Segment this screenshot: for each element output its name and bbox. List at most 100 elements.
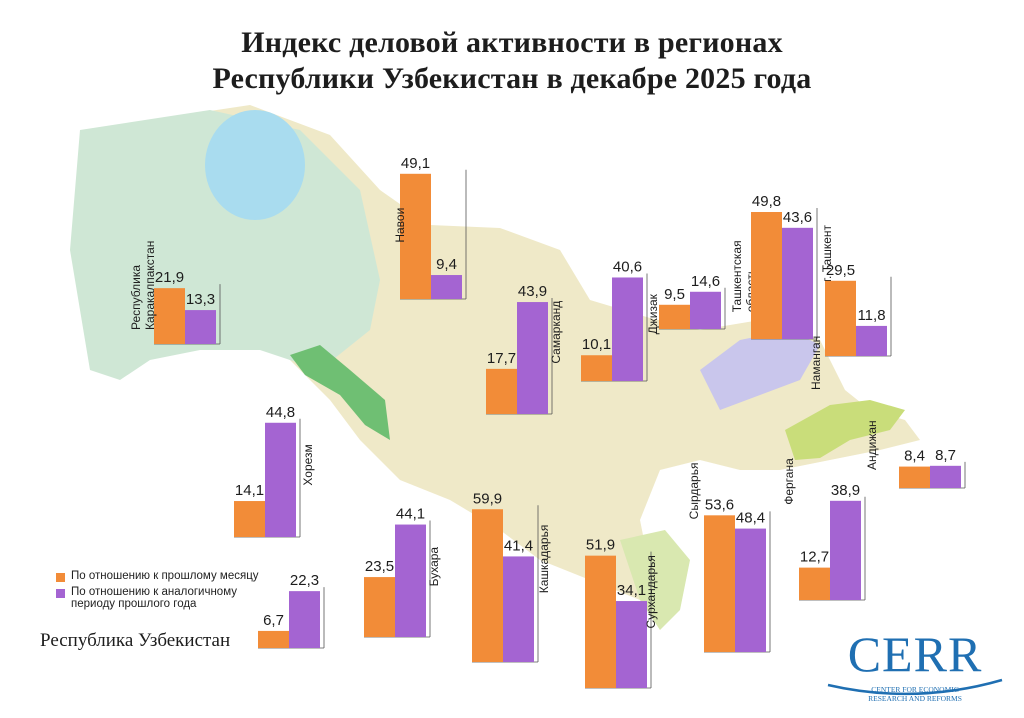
region-3-label-mom: 23,5: [365, 558, 394, 575]
region-3-name-line: Бухара: [427, 547, 441, 587]
region-5-bar-yoy: [517, 302, 548, 414]
region-2-name: Хорезм: [301, 444, 315, 485]
region-1-bar-mom: [400, 173, 431, 299]
region-3-label-yoy: 44,1: [396, 506, 425, 523]
region-10-bar-mom: [751, 212, 782, 339]
region-5-label-yoy: 43,9: [518, 283, 547, 300]
republic-label: Республика Узбекистан: [40, 630, 231, 651]
region-9-label-mom: 9,5: [664, 286, 685, 303]
region-12-label-yoy: 38,9: [831, 482, 860, 499]
region-0-name-line: Каракалпакстан: [143, 241, 157, 330]
region-2-label-mom: 14,1: [235, 482, 264, 499]
chart-title-line2: Республики Узбекистан в декабре 2025 год…: [212, 62, 812, 95]
region-7-label-yoy: 40,6: [613, 258, 642, 275]
region-11-bar-yoy: [856, 325, 887, 356]
region-1-label-yoy: 9,4: [436, 256, 457, 273]
region-10-label-yoy: 43,6: [783, 209, 812, 226]
region-8-label-yoy: 48,4: [736, 510, 765, 527]
region-0-bar-yoy: [185, 310, 216, 344]
region-3-name: Бухара: [427, 547, 441, 587]
region-7-name: Джизак: [646, 293, 660, 334]
region-7-bar-group: 10,1 40,6 Джизак: [581, 258, 660, 382]
region-11-bar-group: 29,5 11,8 Наманган: [809, 262, 892, 390]
region-12-name-line: Фергана: [782, 458, 796, 505]
region-13-bar-mom: [899, 466, 930, 488]
region-4-bar-group: 59,9 41,4 Кашкадарья: [472, 490, 551, 663]
region-10-bar-group: 49,843,6 г. Ташкент: [751, 193, 834, 340]
legend-label-yoy-line1: По отношению к аналогичному: [71, 586, 237, 598]
region-6-label-mom: 51,9: [586, 537, 615, 554]
region-4-bar-yoy: [503, 556, 534, 662]
legend-item-yoy: По отношению к аналогичному периоду прош…: [56, 586, 286, 610]
region-4-label-yoy: 41,4: [504, 537, 533, 554]
region-8-bar-group: 53,648,4 Сырдарья: [687, 463, 771, 653]
region-0-label-yoy: 13,3: [186, 291, 215, 308]
region-12-label-mom: 12,7: [800, 549, 829, 566]
region-6-name: Сурхандарья: [644, 555, 658, 628]
region-7-bar-mom: [581, 355, 612, 381]
region-9-bar-group: 9,514,6Ташкентскаяобласть: [659, 240, 758, 330]
fergana-valley: [785, 400, 905, 460]
region-8-label-mom: 53,6: [705, 496, 734, 513]
region-12-bar-group: 12,7 38,9 Фергана: [782, 458, 866, 601]
region-0-label-mom: 21,9: [155, 269, 184, 286]
aral-sea: [205, 110, 305, 220]
region-14-label-mom: 6,7: [263, 612, 284, 629]
region-11-bar-mom: [825, 280, 856, 356]
region-9-name-line: Ташкентская: [730, 240, 744, 312]
region-11-name-line: Наманган: [809, 336, 823, 390]
region-14-bar-mom: [258, 630, 289, 648]
region-8-bar-yoy: [735, 528, 766, 652]
region-3-bar-yoy: [395, 524, 426, 637]
region-10-label-mom: 49,8: [752, 193, 781, 210]
region-13-name-line: Андижан: [865, 420, 879, 470]
region-1-name: Навои: [393, 208, 407, 243]
region-0-name: РеспубликаКаракалпакстан: [129, 241, 157, 330]
region-3-bar-group: 23,5 44,1 Бухара: [364, 506, 441, 638]
region-3-bar-mom: [364, 577, 395, 637]
surkhandarya-region: [620, 530, 690, 630]
logo-line1: CENTER FOR ECONOMIC: [871, 685, 959, 694]
region-14-bar-yoy: [289, 591, 320, 648]
region-2-name-line: Хорезм: [301, 444, 315, 485]
region-14-bar-group: 6,7 22,3: [258, 572, 325, 649]
region-14-label-yoy: 22,3: [290, 572, 319, 589]
region-13-label-yoy: 8,7: [935, 447, 956, 464]
region-5-name-line: Самарканд: [549, 301, 563, 364]
region-8-name-line: Сырдарья: [687, 463, 701, 520]
region-10-name: г. Ташкент: [820, 224, 834, 281]
region-9-label-yoy: 14,6: [691, 273, 720, 290]
legend-label-yoy-line2: периоду прошлого года: [71, 598, 197, 610]
region-13-bar-yoy: [930, 465, 961, 488]
region-1-name-line: Навои: [393, 208, 407, 243]
cerr-logo: CERR CENTER FOR ECONOMIC RESEARCH AND RE…: [827, 626, 1003, 703]
region-0-bar-mom: [154, 288, 185, 344]
chart-marks: 21,913,3 РеспубликаКаракалпакстан 49,1 9,4 Н…: [129, 155, 966, 689]
region-6-name-line: Сурхандарья: [644, 555, 658, 628]
region-12-name: Фергана: [782, 458, 796, 505]
khorezm-region: [290, 345, 390, 440]
region-0-bar-group: 21,913,3 РеспубликаКаракалпакстан: [129, 241, 221, 345]
region-13-bar-group: 8,4 8,7 Андижан: [865, 420, 966, 489]
region-4-name: Кашкадарья: [537, 525, 551, 594]
region-7-bar-yoy: [612, 277, 643, 381]
chart-title-line1: Индекс деловой активности в регионах: [241, 26, 783, 59]
region-1-bar-group: 49,1 9,4 Навои: [393, 155, 467, 300]
region-8-name: Сырдарья: [687, 463, 701, 520]
legend-swatch-mom: [56, 573, 65, 582]
region-6-bar-yoy: [616, 601, 647, 688]
region-10-name-line: г. Ташкент: [820, 224, 834, 281]
region-6-bar-mom: [585, 555, 616, 688]
region-9-bar-yoy: [690, 291, 721, 329]
region-5-bar-mom: [486, 368, 517, 414]
logo-swoosh-icon: [827, 678, 1003, 696]
legend-label-mom: По отношению к прошлому месяцу: [71, 570, 259, 582]
region-1-bar-yoy: [431, 275, 462, 299]
region-8-bar-mom: [704, 515, 735, 652]
region-4-name-line: Кашкадарья: [537, 525, 551, 594]
region-0-name-line: Республика: [129, 265, 143, 330]
region-4-label-mom: 59,9: [473, 490, 502, 507]
